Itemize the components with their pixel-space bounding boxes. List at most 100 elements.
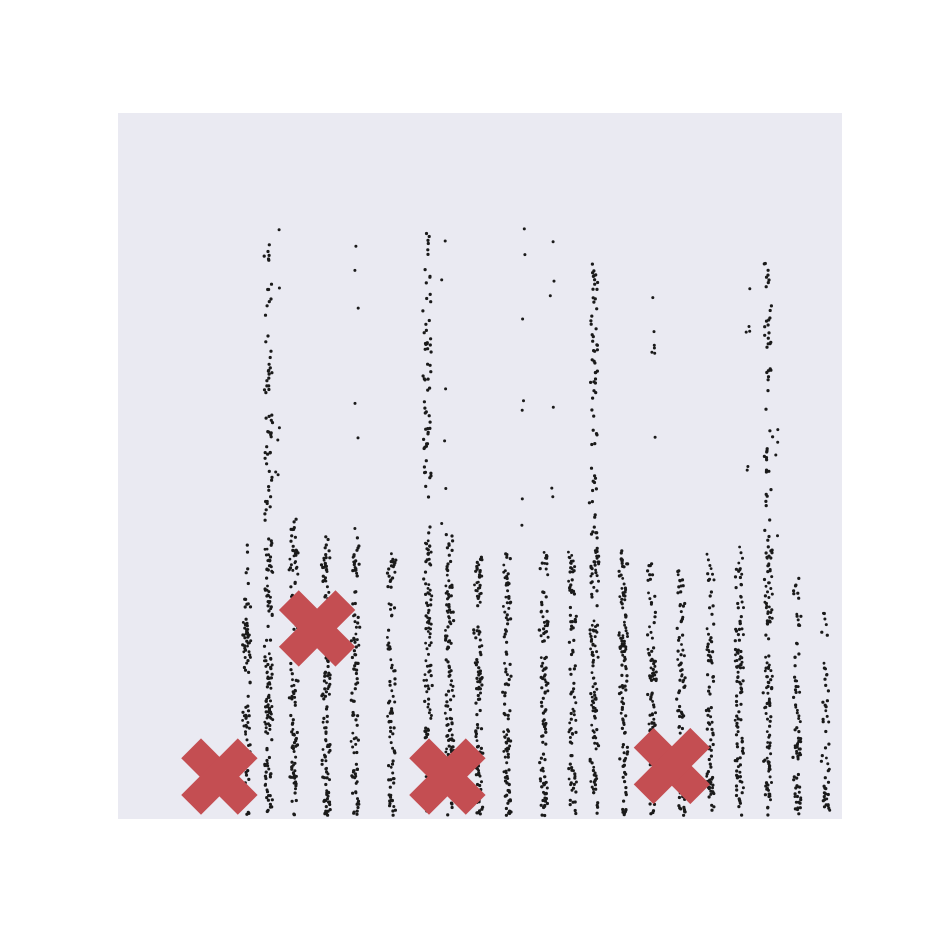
- data-point: [393, 682, 397, 686]
- data-point: [428, 275, 432, 279]
- data-point: [826, 762, 830, 766]
- data-point: [711, 679, 716, 683]
- data-point: [391, 813, 395, 817]
- data-point: [595, 777, 599, 781]
- data-point: [477, 744, 480, 748]
- data-point: [595, 287, 599, 291]
- data-point: [735, 769, 739, 773]
- data-point: [423, 699, 427, 704]
- data-point: [421, 309, 425, 313]
- data-point: [476, 625, 480, 629]
- data-point: [623, 684, 627, 688]
- data-point: [568, 613, 573, 617]
- data-point: [354, 682, 358, 686]
- data-point: [324, 543, 328, 547]
- data-point: [571, 559, 575, 563]
- data-point: [503, 776, 507, 779]
- data-point: [429, 716, 433, 720]
- data-point: [268, 638, 273, 642]
- data-point: [389, 607, 392, 611]
- data-point: [767, 318, 771, 322]
- data-point: [266, 798, 270, 802]
- data-point: [623, 730, 627, 735]
- data-point: [676, 591, 680, 595]
- data-point: [595, 604, 599, 608]
- data-point: [651, 809, 656, 813]
- data-point: [680, 674, 683, 678]
- data-point: [475, 723, 480, 727]
- data-point: [709, 754, 714, 758]
- data-point: [736, 670, 740, 674]
- data-point: [652, 343, 656, 347]
- data-point: [390, 707, 394, 711]
- data-point: [426, 377, 430, 381]
- data-point: [324, 707, 329, 711]
- data-point: [506, 777, 510, 780]
- data-point: [246, 644, 249, 648]
- data-point: [544, 780, 548, 784]
- data-point: [290, 765, 294, 769]
- data-point: [270, 413, 274, 417]
- data-point: [246, 704, 250, 708]
- data-point: [595, 574, 599, 578]
- data-point: [353, 772, 357, 776]
- data-point: [295, 743, 299, 747]
- data-point: [590, 650, 595, 654]
- data-point: [707, 632, 710, 636]
- data-point: [264, 782, 267, 786]
- data-point: [270, 705, 274, 708]
- data-point: [440, 522, 444, 525]
- data-point: [763, 528, 767, 533]
- data-point: [541, 798, 545, 803]
- data-point: [452, 619, 456, 623]
- data-point: [620, 644, 624, 648]
- data-point: [571, 690, 575, 693]
- data-point: [709, 715, 713, 719]
- data-point: [390, 799, 394, 803]
- data-point: [505, 793, 509, 797]
- data-point: [765, 447, 769, 451]
- data-point: [268, 715, 272, 719]
- data-point: [746, 465, 750, 468]
- data-point: [268, 802, 272, 806]
- data-point: [676, 709, 680, 713]
- data-point: [824, 729, 828, 734]
- data-point: [676, 573, 680, 577]
- data-point: [287, 696, 291, 700]
- data-point: [651, 296, 655, 300]
- data-point: [247, 641, 251, 645]
- data-point: [626, 562, 630, 566]
- data-point: [823, 677, 827, 681]
- data-point: [570, 788, 574, 792]
- data-point: [267, 287, 271, 292]
- data-point: [389, 778, 393, 782]
- data-point: [322, 716, 326, 721]
- data-point: [767, 469, 771, 473]
- data-point: [571, 732, 575, 736]
- data-point: [591, 664, 595, 668]
- data-point: [291, 728, 295, 731]
- data-point: [591, 685, 595, 689]
- data-point: [595, 811, 599, 815]
- data-point: [621, 606, 625, 610]
- data-point: [651, 712, 654, 716]
- data-point: [244, 617, 248, 621]
- data-point: [589, 634, 593, 639]
- data-point: [764, 499, 768, 503]
- data-point: [351, 731, 355, 735]
- data-point: [543, 796, 547, 800]
- data-point: [765, 756, 769, 760]
- data-point: [624, 786, 628, 790]
- data-point: [594, 432, 599, 436]
- data-point: [626, 750, 630, 754]
- data-point: [296, 572, 300, 576]
- data-point: [246, 633, 250, 637]
- x-marker: [278, 590, 356, 667]
- data-point: [351, 569, 355, 573]
- data-point: [680, 726, 685, 731]
- data-point: [820, 754, 824, 758]
- data-point: [710, 727, 714, 732]
- data-point: [591, 643, 595, 647]
- data-point: [288, 566, 293, 570]
- data-point: [266, 559, 270, 563]
